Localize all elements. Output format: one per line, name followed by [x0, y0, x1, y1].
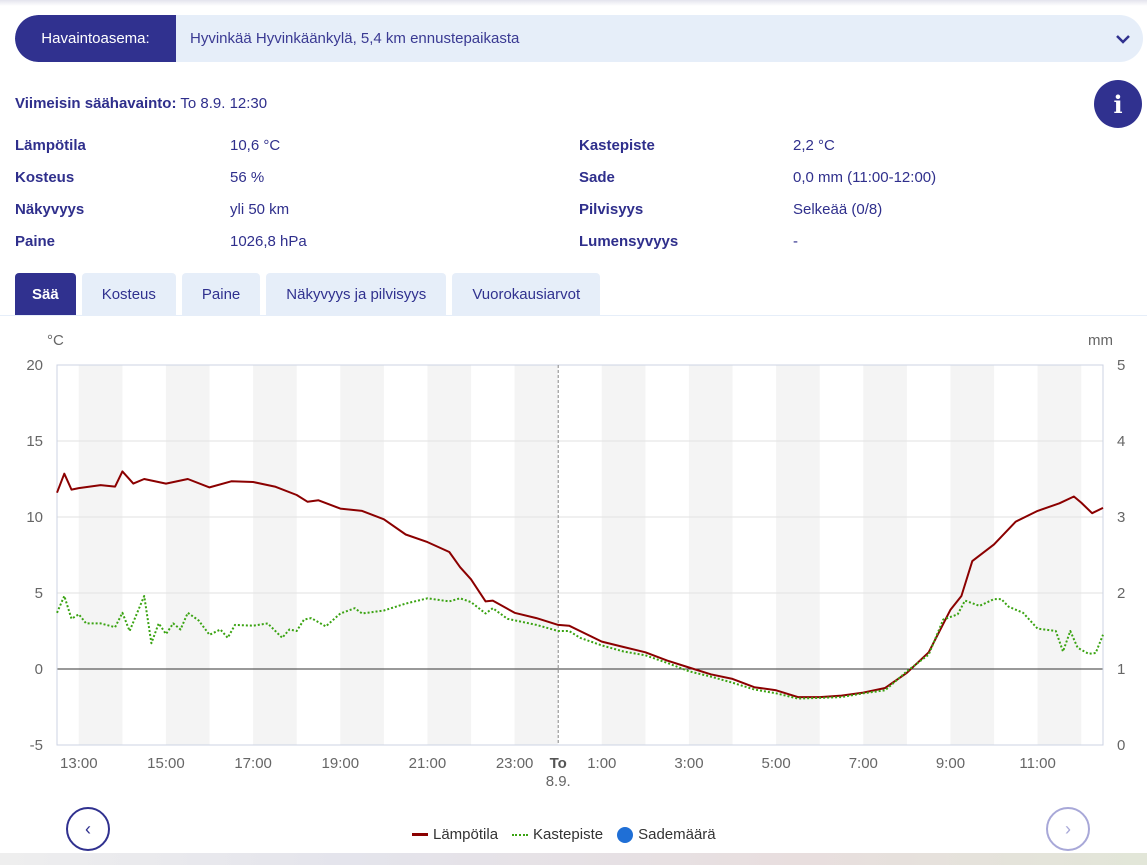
hour-band [253, 365, 297, 745]
hour-band [1037, 365, 1082, 745]
hour-band [950, 365, 995, 745]
top-shadow [0, 0, 1147, 6]
legend-label: Kastepiste [533, 826, 604, 843]
obs-value: 56 % [230, 169, 265, 186]
legend-item-lampotila[interactable]: Lämpötila [412, 826, 498, 843]
x-tick: 17:00 [234, 755, 272, 772]
x-tick: 5:00 [762, 755, 791, 772]
chevron-down-icon[interactable] [1103, 34, 1143, 44]
y-right-tick: 0 [1117, 737, 1125, 754]
y-left-tick: 20 [26, 357, 43, 374]
temperature-line [56, 470, 1104, 699]
y-right-tick: 1 [1117, 661, 1125, 678]
hour-band [776, 365, 820, 745]
legend-item-kastepiste[interactable]: Kastepiste [512, 826, 603, 843]
hour-band [427, 365, 472, 745]
y-right-tick: 5 [1117, 357, 1125, 374]
legend-dotted-icon [512, 833, 529, 836]
x-tick: 13:00 [60, 755, 98, 772]
obs-label: Lumensyvyys [579, 233, 679, 250]
legend-label: Sademäärä [638, 826, 716, 843]
legend-line-icon [412, 833, 428, 836]
obs-label: Sade [579, 169, 615, 186]
obs-value: - [793, 233, 798, 250]
y-left-tick: 15 [26, 433, 43, 450]
x-tick: 9:00 [936, 755, 965, 772]
x-tick: 1:00 [587, 755, 616, 772]
prev-button[interactable]: ‹ [66, 807, 110, 851]
legend-item-sademaara[interactable]: Sademäärä [617, 826, 716, 843]
y-right-unit: mm [1088, 332, 1113, 349]
obs-value: 2,2 °C [793, 137, 835, 154]
hour-band [514, 365, 559, 745]
next-button[interactable]: › [1046, 807, 1090, 851]
obs-value: 10,6 °C [230, 137, 281, 154]
obs-label: Kastepiste [579, 137, 655, 154]
y-right-tick: 3 [1117, 509, 1125, 526]
obs-label: Näkyvyys [15, 201, 85, 218]
x-tick-sublabel: 8.9. [546, 773, 571, 790]
tab-nakyvyys[interactable]: Näkyvyys ja pilvisyys [266, 273, 447, 315]
tab-saa[interactable]: Sää [15, 273, 76, 315]
station-label: Havaintoasema: [15, 15, 176, 62]
x-tick: 19:00 [322, 755, 360, 772]
obs-value: 1026,8 hPa [230, 233, 307, 250]
obs-label: Kosteus [15, 169, 75, 186]
tab-vuorokausiarvot[interactable]: Vuorokausiarvot [452, 273, 601, 315]
obs-value: 0,0 mm (11:00-12:00) [793, 169, 937, 186]
x-tick: 15:00 [147, 755, 185, 772]
station-select[interactable]: Havaintoasema: Hyvinkää Hyvinkäänkylä, 5… [15, 15, 1143, 62]
legend-label: Lämpötila [433, 826, 499, 843]
legend-dot-icon [617, 826, 634, 843]
chart-tabs: Sää Kosteus Paine Näkyvyys ja pilvisyys … [15, 273, 601, 315]
y-right-tick: 4 [1117, 433, 1125, 450]
station-value[interactable]: Hyvinkää Hyvinkäänkylä, 5,4 km ennustepa… [190, 30, 520, 47]
x-tick: 23:00 [496, 755, 534, 772]
y-left-tick: -5 [30, 737, 43, 754]
chart-legend: Lämpötila Kastepiste Sademäärä [412, 826, 716, 843]
tab-paine[interactable]: Paine [181, 273, 261, 315]
obs-label: Paine [15, 233, 56, 250]
y-left-unit: °C [47, 332, 64, 349]
hour-band [340, 365, 384, 745]
latest-label: Viimeisin säähavainto: [15, 95, 177, 112]
y-left-tick: 5 [35, 585, 43, 602]
obs-label: Pilvisyys [579, 201, 644, 218]
x-tick: 3:00 [674, 755, 703, 772]
plot-border [56, 364, 1104, 746]
obs-label: Lämpötila [15, 137, 86, 154]
tab-underline [0, 315, 1147, 316]
tab-kosteus[interactable]: Kosteus [81, 273, 176, 315]
hour-band [688, 365, 733, 745]
x-tick: 21:00 [409, 755, 447, 772]
dewpoint-line [56, 595, 1104, 700]
y-left-tick: 10 [26, 509, 43, 526]
x-tick: 11:00 [1019, 755, 1055, 772]
hour-band [601, 365, 646, 745]
hour-band [78, 365, 123, 745]
x-tick: 7:00 [849, 755, 878, 772]
x-tick: To [550, 755, 567, 772]
bottom-strip [0, 853, 1147, 865]
hour-band [165, 365, 210, 745]
y-left-tick: 0 [35, 661, 43, 678]
latest-value: To 8.9. 12:30 [180, 95, 268, 112]
latest-observation: Viimeisin säähavainto: To 8.9. 12:30 [15, 95, 267, 112]
y-right-tick: 2 [1117, 585, 1125, 602]
info-button[interactable]: i [1094, 80, 1142, 128]
obs-value: Selkeää (0/8) [793, 201, 883, 218]
hour-band [863, 365, 907, 745]
obs-value: yli 50 km [230, 201, 290, 218]
